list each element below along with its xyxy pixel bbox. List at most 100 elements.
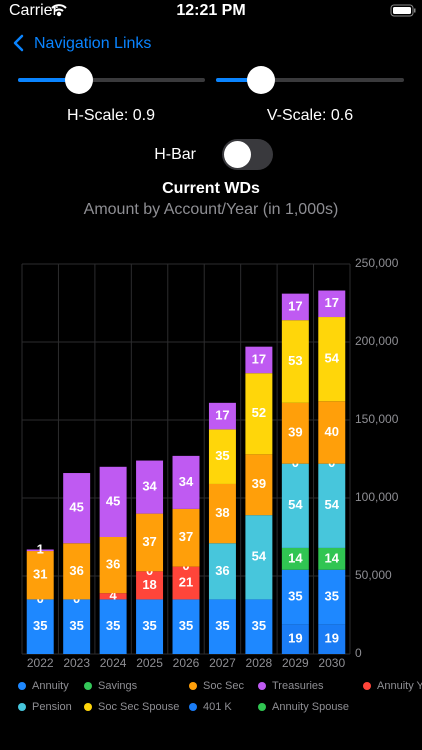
bar-segment [318, 401, 346, 464]
bar-segment [245, 373, 273, 455]
data-label: 21 [179, 574, 193, 589]
legend-label: Pension [32, 701, 72, 713]
y-tick-label: 250,000 [355, 256, 399, 270]
back-label[interactable]: Navigation Links [34, 35, 151, 52]
data-label: 19 [325, 631, 339, 646]
legend-label: Annuity Y [377, 680, 422, 692]
bar-segment [281, 320, 309, 403]
data-label: 35 [33, 618, 47, 633]
data-label: 38 [215, 505, 229, 520]
data-label: 34 [142, 479, 157, 494]
bar-segment [172, 566, 200, 600]
h-scale-label: H-Scale: 0.9 [67, 107, 155, 124]
bar-segment [318, 547, 346, 570]
bar-segment [245, 346, 273, 374]
battery-icon [390, 4, 416, 17]
bar-segment [245, 515, 273, 600]
bar-segment [99, 537, 127, 594]
y-tick-label: 150,000 [355, 412, 399, 426]
bar-segment [281, 624, 309, 654]
data-label: 17 [288, 298, 302, 313]
data-label: 36 [106, 557, 120, 572]
plot: 0 50,000 100,000 150,000 200,000 250,000 2022 3… [18, 256, 422, 713]
bar-segment [26, 549, 54, 552]
data-label: 17 [252, 351, 266, 366]
bar-segment [318, 290, 346, 318]
data-label: 19 [288, 631, 302, 646]
data-label: 45 [69, 500, 83, 515]
chart-title: Current WDs [162, 180, 260, 197]
bar-segment [245, 599, 273, 654]
data-label: 37 [179, 529, 193, 544]
data-label: 35 [142, 618, 156, 633]
slider-thumb[interactable] [247, 66, 275, 94]
toggle-knob[interactable] [224, 141, 251, 168]
bar-segment [208, 402, 236, 430]
data-label: 45 [106, 493, 120, 508]
bar-segment [26, 551, 54, 600]
bar-segment [136, 460, 164, 514]
bar-segment [99, 593, 127, 600]
data-label: 35 [325, 588, 339, 603]
bar-segment [208, 483, 236, 544]
data-label: 17 [215, 408, 229, 423]
slider-fill[interactable] [18, 78, 79, 82]
data-label: 18 [142, 577, 156, 592]
back-chevron[interactable] [13, 34, 24, 52]
legend-label: 401 K [203, 701, 232, 713]
data-label: 35 [179, 618, 193, 633]
data-label: 39 [288, 425, 302, 440]
data-label: 35 [106, 618, 120, 633]
x-tick-label: 2022 [27, 656, 54, 670]
bar-segment [281, 463, 309, 548]
legend-label: Savings [98, 680, 138, 692]
back-button[interactable]: Navigation Links [13, 34, 151, 52]
x-tick-label: 2024 [100, 656, 127, 670]
data-label: 31 [33, 567, 47, 582]
legend-swatch [84, 703, 92, 711]
bar-segment [63, 473, 91, 544]
data-label: 4 [109, 588, 117, 603]
data-label: 35 [252, 618, 266, 633]
bar-segment [208, 429, 236, 484]
v-scale-slider[interactable] [216, 66, 404, 94]
h-scale-slider[interactable] [18, 66, 205, 94]
bar-segment [245, 454, 273, 516]
bar-segment [208, 543, 236, 600]
bar-segment [99, 599, 127, 654]
bar-segment [208, 599, 236, 654]
bar-segment [172, 599, 200, 654]
data-label: 1 [37, 542, 44, 557]
bar-segment [172, 508, 200, 567]
data-label: 35 [215, 448, 229, 463]
legend-swatch [363, 682, 371, 690]
bar-segment [281, 569, 309, 625]
bar-segment [26, 599, 54, 654]
bar-segment [318, 624, 346, 654]
data-label: 17 [325, 295, 339, 310]
bar-segment [281, 402, 309, 464]
bar-segment [136, 513, 164, 572]
wifi-icon [51, 4, 67, 17]
data-label: 14 [288, 550, 303, 565]
data-label: 36 [215, 563, 229, 578]
slider-thumb[interactable] [65, 66, 93, 94]
y-tick-label: 0 [355, 646, 362, 660]
legend-label: Annuity Spouse [272, 701, 349, 713]
bar-segment [281, 293, 309, 321]
data-label: 35 [69, 618, 83, 633]
y-tick-label: 50,000 [355, 568, 392, 582]
data-label: 40 [325, 424, 339, 439]
legend-swatch [258, 682, 266, 690]
legend-swatch [189, 703, 197, 711]
x-tick-label: 2027 [209, 656, 236, 670]
h-bar-toggle[interactable] [222, 139, 273, 170]
x-tick-label: 2023 [63, 656, 90, 670]
data-label: 35 [215, 618, 229, 633]
y-tick-label: 200,000 [355, 334, 399, 348]
legend-swatch [18, 682, 26, 690]
toggle-label: H-Bar [154, 146, 196, 163]
data-label: 54 [325, 351, 340, 366]
bar-segment [99, 466, 127, 537]
